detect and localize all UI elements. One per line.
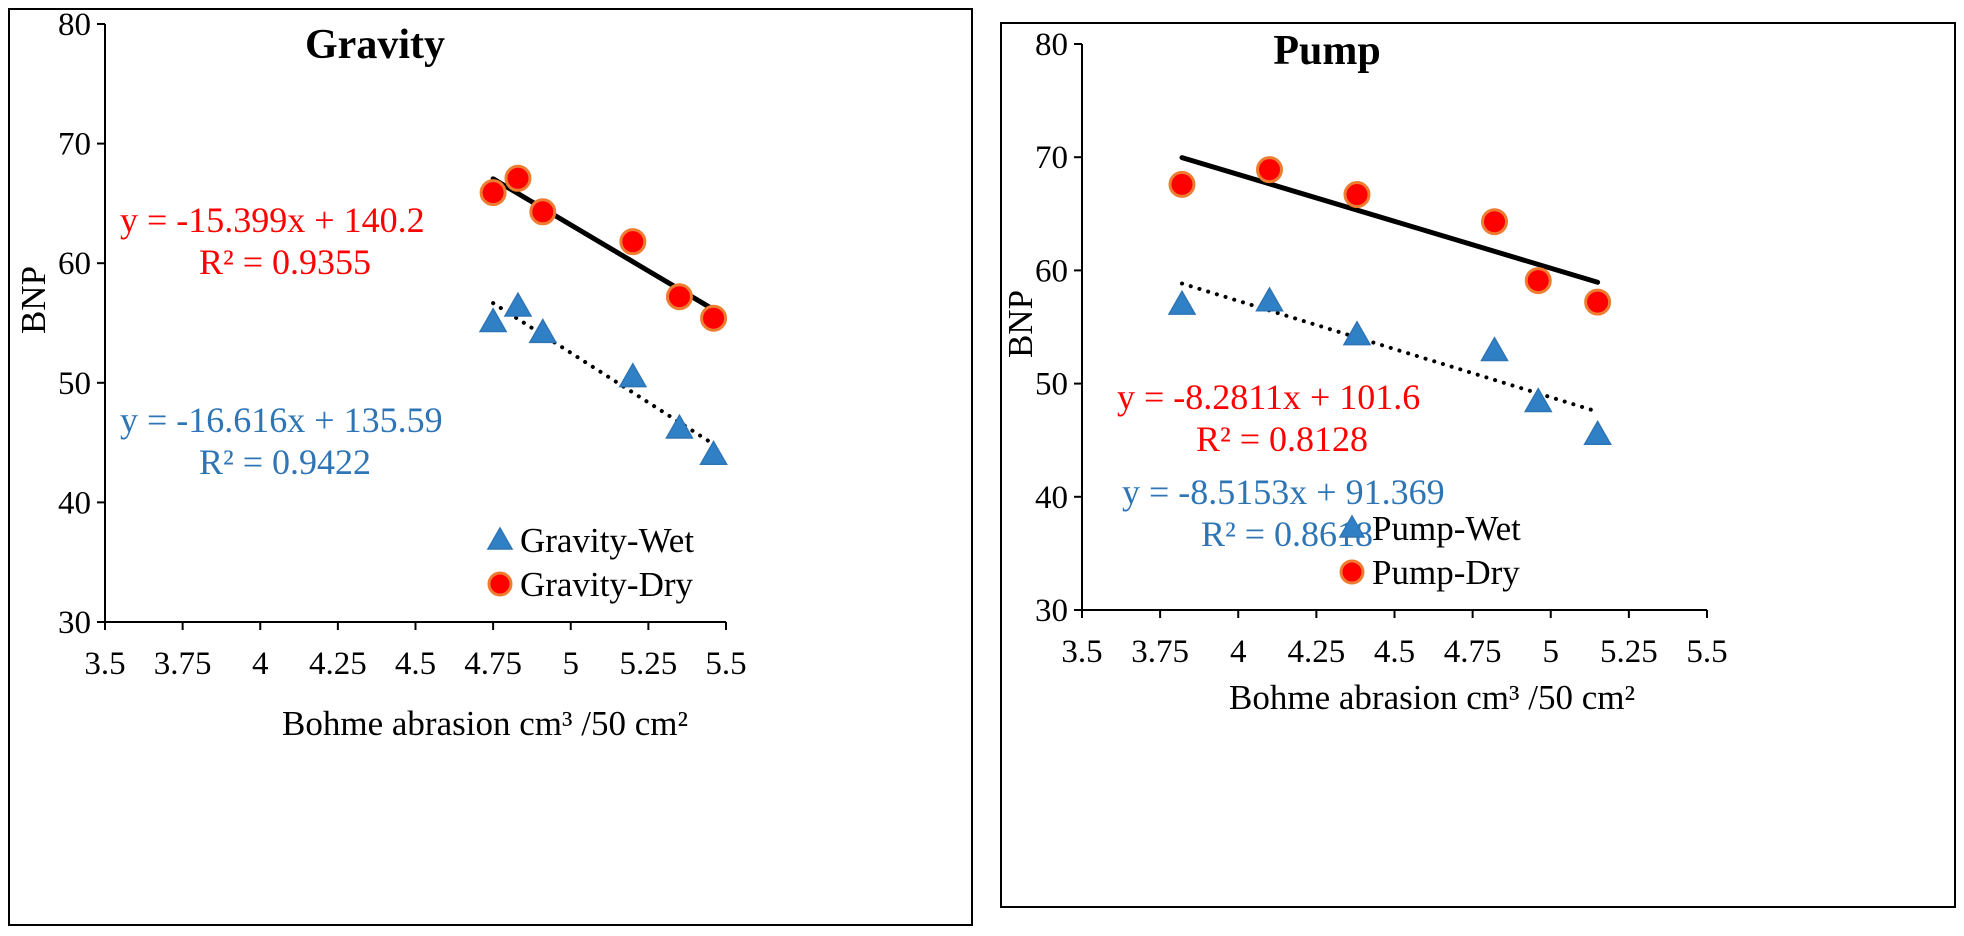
legend-wet-marker	[1338, 514, 1366, 538]
dry-data-point	[479, 179, 507, 207]
dry-equation: y = -15.399x + 140.2	[120, 200, 425, 240]
dry-equation: y = -8.2811x + 101.6	[1117, 377, 1420, 417]
x-tick-label: 5	[563, 646, 580, 682]
x-tick-label: 5.5	[1686, 634, 1727, 670]
wet-data-point	[1480, 336, 1509, 362]
wet-r2: R² = 0.9422	[199, 442, 371, 482]
x-tick-label: 4.75	[1444, 634, 1502, 670]
wet-data-point	[478, 307, 508, 333]
legend-label: Gravity-Wet	[520, 521, 694, 560]
x-tick-label: 4.75	[464, 646, 522, 682]
wet-equation: y = -16.616x + 135.59	[120, 400, 443, 440]
dry-data-point	[1481, 208, 1508, 236]
gravity-chart-panel: 30 40 50 60 70 80 3.5 3.75 4 4.25 4.5 4.75 5 5.25 5.5 G…	[8, 8, 973, 926]
x-tick-label: 4.25	[309, 646, 367, 682]
wet-data-point	[528, 318, 558, 344]
x-tick-label: 4	[252, 646, 269, 682]
y-tick-label: 40	[1035, 480, 1068, 516]
gravity-chart: 30 40 50 60 70 80 3.5 3.75 4 4.25 4.5 4.75 5 5.25 5.5 G…	[14, 10, 747, 743]
y-tick-label: 40	[58, 485, 91, 521]
wet-trendline	[1180, 281, 1600, 414]
x-tick-label: 5.25	[1600, 634, 1658, 670]
y-tick-label: 50	[1035, 367, 1068, 403]
chart-title: Pump	[1273, 28, 1380, 74]
wet-data-point	[1255, 286, 1284, 312]
legend-dry-marker	[487, 571, 513, 597]
dry-data-point	[1584, 288, 1612, 316]
x-axis-title: Bohme abrasion cm³ /50 cm²	[1229, 678, 1635, 717]
y-tick-label: 80	[1035, 27, 1068, 63]
wet-data-point	[665, 413, 694, 439]
dry-r2: R² = 0.9355	[199, 242, 371, 282]
dry-data-point	[529, 198, 557, 226]
dry-data-point	[1256, 156, 1283, 184]
dry-data-point	[619, 228, 647, 256]
y-tick-label: 70	[1035, 140, 1068, 176]
x-tick-label: 5	[1543, 634, 1560, 670]
legend-label: Gravity-Dry	[520, 565, 694, 604]
wet-data-point	[503, 291, 533, 317]
legend-label: Pump-Dry	[1372, 553, 1520, 592]
y-tick-label: 70	[58, 127, 91, 163]
dry-data-point	[1343, 181, 1371, 209]
x-tick-label: 4	[1230, 634, 1247, 670]
pump-chart: 30 40 50 60 70 80 3.5 3.75 4 4.25 4.5 4.75 5 5.25 5.5 P…	[1002, 27, 1728, 717]
x-tick-label: 4.25	[1288, 634, 1346, 670]
x-tick-label: 4.5	[1374, 634, 1415, 670]
x-tick-label: 5.5	[705, 646, 746, 682]
legend-dry-marker	[1339, 559, 1365, 585]
y-axis-title: BNP	[1002, 290, 1040, 358]
wet-data-point	[618, 362, 648, 388]
x-tick-label: 3.75	[1131, 634, 1189, 670]
x-tick-label: 3.5	[84, 646, 125, 682]
y-tick-label: 80	[58, 10, 91, 43]
y-tick-label: 30	[58, 605, 91, 641]
wet-data-point	[1167, 289, 1197, 315]
y-tick-label: 60	[58, 246, 91, 282]
x-axis-title: Bohme abrasion cm³ /50 cm²	[282, 704, 688, 743]
wet-data-point	[1583, 420, 1612, 446]
dry-r2: R² = 0.8128	[1196, 419, 1368, 459]
dry-data-point	[1524, 267, 1552, 295]
dry-data-point	[665, 283, 693, 311]
wet-data-point	[699, 440, 728, 466]
y-tick-label: 50	[58, 366, 91, 402]
dry-data-point	[700, 304, 728, 332]
chart-title: Gravity	[305, 22, 445, 68]
pump-chart-panel: 30 40 50 60 70 80 3.5 3.75 4 4.25 4.5 4.75 5 5.25 5.5 P…	[1000, 22, 1956, 908]
wet-data-point	[1342, 320, 1372, 346]
legend-wet-marker	[486, 526, 514, 550]
x-tick-label: 5.25	[620, 646, 678, 682]
y-tick-label: 60	[1035, 253, 1068, 289]
wet-data-point	[1523, 387, 1553, 413]
x-tick-label: 3.75	[154, 646, 212, 682]
legend-label: Pump-Wet	[1372, 509, 1521, 548]
y-tick-label: 30	[1035, 593, 1068, 629]
dry-trendline	[1179, 155, 1601, 285]
dry-data-point	[504, 164, 532, 192]
x-tick-label: 4.5	[395, 646, 436, 682]
x-tick-label: 3.5	[1061, 634, 1102, 670]
y-axis-title: BNP	[14, 266, 53, 334]
dry-data-point	[1168, 170, 1196, 198]
wet-equation: y = -8.5153x + 91.369	[1122, 472, 1445, 512]
